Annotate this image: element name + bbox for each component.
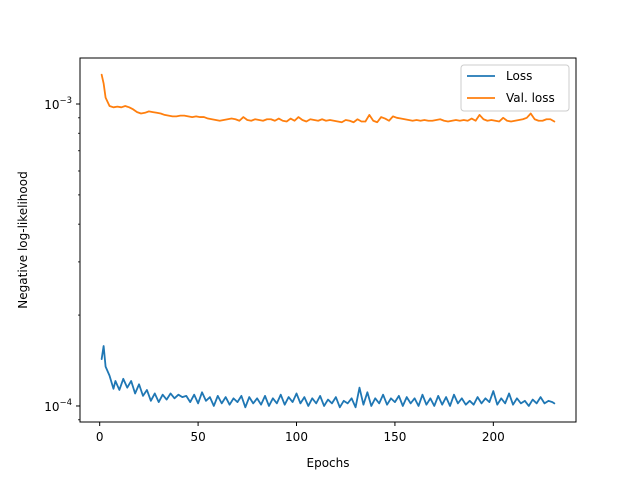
y-axis-label: Negative log-likelihood xyxy=(16,171,30,308)
series-line-loss xyxy=(100,345,556,409)
y-tick-label: 10−3 xyxy=(44,96,72,112)
legend-label-val-loss: Val. loss xyxy=(506,91,555,105)
series-layer xyxy=(100,73,556,409)
x-tick-label: 100 xyxy=(285,430,308,444)
legend-label-loss: Loss xyxy=(506,69,532,83)
axes-frame xyxy=(79,57,577,423)
y-axis-ticks: 10−4 10−3 xyxy=(44,96,80,421)
y-tick-label: 10−4 xyxy=(44,398,72,414)
legend: Loss Val. loss xyxy=(460,64,570,112)
x-tick-label: 50 xyxy=(190,430,205,444)
x-tick-label: 0 xyxy=(96,430,104,444)
x-tick-label: 150 xyxy=(383,430,406,444)
x-tick-label: 200 xyxy=(482,430,505,444)
series-line-val-loss xyxy=(100,73,556,124)
x-axis-ticks: 0 50 100 150 200 xyxy=(96,422,505,444)
x-axis-label: Epochs xyxy=(307,456,350,470)
